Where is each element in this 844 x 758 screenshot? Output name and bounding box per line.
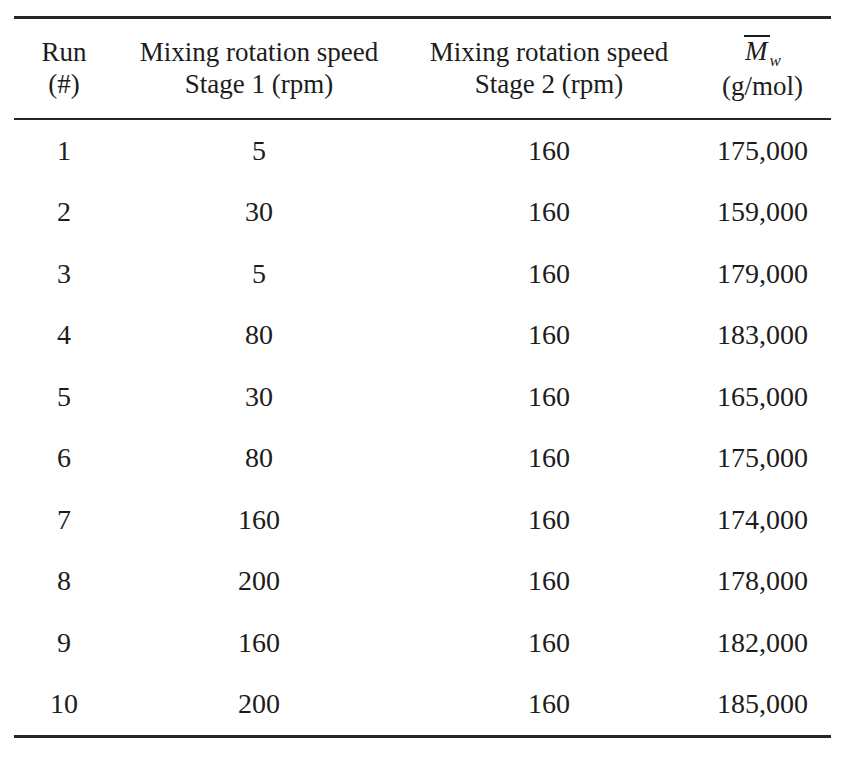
cell-run: 1: [14, 120, 114, 182]
cell-stage1: 5: [114, 243, 404, 305]
cell-stage1: 30: [114, 182, 404, 244]
table-row: 7 160 160 174,000: [14, 489, 831, 551]
cell-stage2: 160: [404, 182, 694, 244]
table-row: 3 5 160 179,000: [14, 243, 831, 305]
cell-stage2: 160: [404, 366, 694, 428]
header-run-line2: (#): [48, 69, 79, 101]
cell-stage2: 160: [404, 489, 694, 551]
cell-mw: 185,000: [694, 674, 831, 736]
doe-results-table: Run (#) Mixing rotation speed Stage 1 (r…: [14, 16, 831, 738]
cell-stage2: 160: [404, 120, 694, 182]
cell-stage1: 160: [114, 489, 404, 551]
column-header-stage1: Mixing rotation speed Stage 1 (rpm): [114, 19, 404, 118]
cell-stage2: 160: [404, 305, 694, 367]
table-row: 9 160 160 182,000: [14, 612, 831, 674]
cell-mw: 175,000: [694, 428, 831, 490]
table-row: 10 200 160 185,000: [14, 674, 831, 736]
cell-run: 2: [14, 182, 114, 244]
cell-run: 4: [14, 305, 114, 367]
cell-run: 9: [14, 612, 114, 674]
cell-stage1: 200: [114, 551, 404, 613]
table-row: 6 80 160 175,000: [14, 428, 831, 490]
mw-symbol: Mw: [744, 35, 781, 71]
cell-stage1: 5: [114, 120, 404, 182]
cell-run: 8: [14, 551, 114, 613]
cell-stage1: 30: [114, 366, 404, 428]
cell-mw: 175,000: [694, 120, 831, 182]
table-header-row: Run (#) Mixing rotation speed Stage 1 (r…: [14, 19, 831, 118]
cell-mw: 183,000: [694, 305, 831, 367]
cell-mw: 165,000: [694, 366, 831, 428]
cell-mw: 182,000: [694, 612, 831, 674]
header-run-line1: Run: [41, 37, 86, 69]
mw-subscript-w: w: [770, 51, 781, 70]
table-row: 1 5 160 175,000: [14, 120, 831, 182]
header-stage1-line1: Mixing rotation speed: [140, 37, 378, 69]
table-row: 5 30 160 165,000: [14, 366, 831, 428]
table-bottom-rule: [14, 735, 831, 738]
header-stage2-line1: Mixing rotation speed: [430, 37, 668, 69]
column-header-mw: Mw (g/mol): [694, 19, 831, 118]
cell-run: 7: [14, 489, 114, 551]
cell-stage1: 160: [114, 612, 404, 674]
cell-stage2: 160: [404, 243, 694, 305]
cell-mw: 178,000: [694, 551, 831, 613]
column-header-stage2: Mixing rotation speed Stage 2 (rpm): [404, 19, 694, 118]
cell-stage1: 200: [114, 674, 404, 736]
column-header-run: Run (#): [14, 19, 114, 118]
cell-run: 6: [14, 428, 114, 490]
table-row: 8 200 160 178,000: [14, 551, 831, 613]
cell-run: 10: [14, 674, 114, 736]
cell-run: 5: [14, 366, 114, 428]
cell-run: 3: [14, 243, 114, 305]
table-row: 4 80 160 183,000: [14, 305, 831, 367]
cell-stage2: 160: [404, 551, 694, 613]
cell-stage2: 160: [404, 674, 694, 736]
table-row: 2 30 160 159,000: [14, 182, 831, 244]
cell-stage2: 160: [404, 612, 694, 674]
cell-stage1: 80: [114, 305, 404, 367]
cell-mw: 179,000: [694, 243, 831, 305]
header-stage2-line2: Stage 2 (rpm): [475, 69, 623, 101]
header-stage1-line2: Stage 1 (rpm): [185, 69, 333, 101]
header-mw-units: (g/mol): [722, 71, 803, 103]
cell-stage2: 160: [404, 428, 694, 490]
mw-overline-m: M: [744, 35, 770, 65]
cell-stage1: 80: [114, 428, 404, 490]
cell-mw: 159,000: [694, 182, 831, 244]
cell-mw: 174,000: [694, 489, 831, 551]
paper-table-page: Run (#) Mixing rotation speed Stage 1 (r…: [0, 0, 844, 758]
